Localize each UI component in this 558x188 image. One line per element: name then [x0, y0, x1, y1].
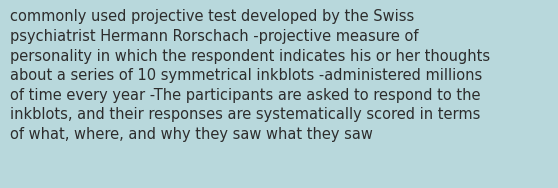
Text: commonly used projective test developed by the Swiss
psychiatrist Hermann Rorsch: commonly used projective test developed … [10, 9, 490, 142]
